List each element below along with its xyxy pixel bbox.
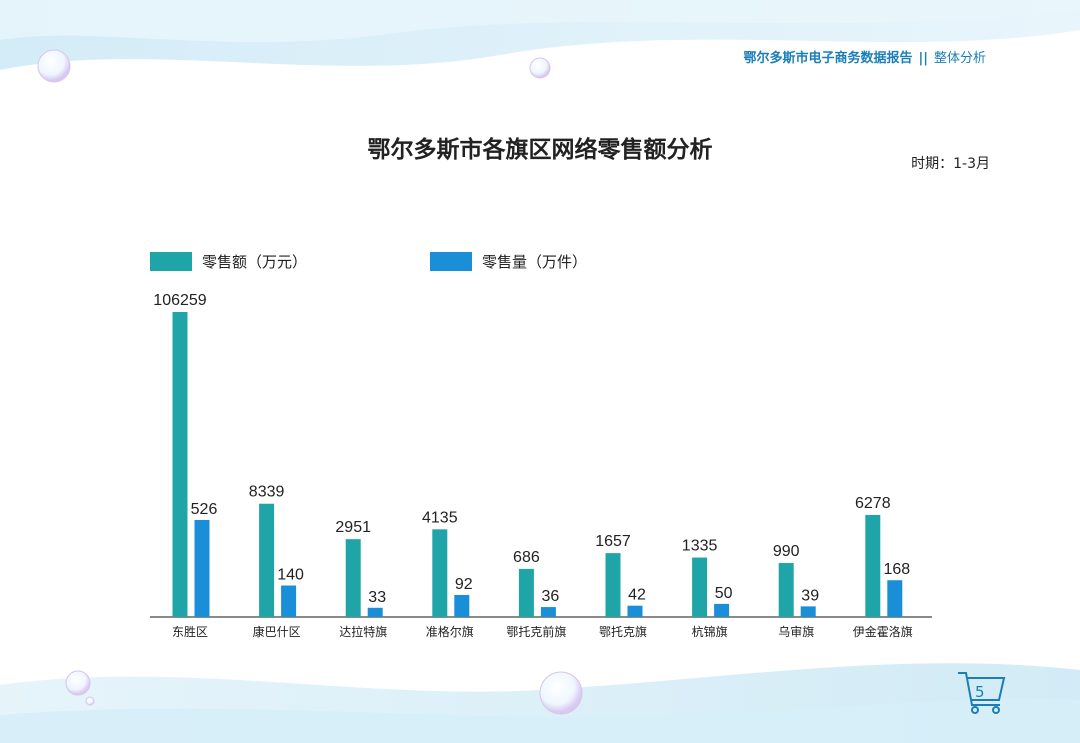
- data-label-retail-volume: 33: [368, 589, 386, 606]
- data-label-retail-volume: 36: [542, 588, 560, 605]
- bar-retail-sales: [778, 563, 794, 617]
- bar-retail-sales: [518, 568, 534, 617]
- legend-label-retail-sales: 零售额（万元）: [202, 253, 308, 271]
- bar-retail-volume: [281, 585, 297, 617]
- data-label-retail-volume: 92: [455, 576, 473, 593]
- legend-label-retail-volume: 零售量（万件）: [482, 253, 588, 271]
- bar-retail-sales: [432, 529, 448, 617]
- bar-retail-volume: [800, 606, 816, 617]
- data-label-retail-volume: 50: [715, 585, 733, 602]
- x-tick-label: 鄂托克前旗: [506, 624, 566, 639]
- legend-item-retail-sales: 零售额（万元）: [150, 251, 307, 272]
- x-tick-label: 准格尔旗: [426, 624, 474, 639]
- chart-title: 鄂尔多斯市各旗区网络零售额分析: [367, 136, 713, 163]
- x-tick-label: 东胜区: [172, 624, 208, 639]
- data-label-retail-volume: 42: [628, 587, 646, 604]
- data-label-retail-sales: 686: [513, 549, 540, 566]
- x-tick-label: 康巴什区: [253, 624, 301, 639]
- bar-retail-volume: [540, 607, 556, 617]
- data-label-retail-volume: 526: [191, 501, 218, 518]
- period-label: 时期：1-3月: [911, 156, 990, 172]
- bar-retail-volume: [367, 607, 383, 617]
- data-label-retail-sales: 2951: [335, 519, 371, 536]
- bar-retail-volume: [714, 603, 730, 617]
- data-label-retail-sales: 8339: [249, 484, 285, 501]
- data-label-retail-sales: 990: [773, 543, 800, 560]
- x-tick-label: 鄂托克旗: [599, 624, 647, 639]
- bar-retail-volume: [627, 605, 643, 617]
- x-tick-label: 杭锦旗: [692, 624, 728, 639]
- data-label-retail-sales: 4135: [422, 509, 458, 526]
- x-tick-label: 达拉特旗: [339, 624, 387, 639]
- shopping-cart-icon: [958, 672, 1006, 714]
- data-label-retail-sales: 1335: [682, 538, 718, 555]
- data-label-retail-volume: 168: [883, 561, 910, 578]
- page-number: 5: [975, 683, 985, 701]
- bubble-decoration: [37, 49, 71, 83]
- header-separator: ||: [918, 51, 928, 66]
- bar-retail-volume: [194, 520, 210, 617]
- legend-item-retail-volume: 零售量（万件）: [430, 251, 587, 272]
- bar-retail-volume: [887, 580, 903, 617]
- bubble-decoration: [65, 670, 91, 696]
- data-label-retail-sales: 6278: [855, 495, 891, 512]
- data-label-retail-volume: 140: [277, 567, 304, 584]
- x-tick-label: 乌审旗: [778, 624, 814, 639]
- bar-retail-sales: [605, 553, 621, 617]
- bar-retail-sales: [865, 514, 881, 617]
- section-name: 整体分析: [933, 51, 986, 66]
- data-label-retail-sales: 1657: [595, 533, 631, 550]
- x-tick-label: 伊金霍洛旗: [853, 624, 913, 639]
- bar-retail-volume: [454, 594, 470, 617]
- report-header: 鄂尔多斯市电子商务数据报告 || 整体分析: [743, 47, 986, 66]
- bar-retail-sales: [692, 557, 708, 617]
- bar-retail-sales: [172, 312, 188, 617]
- bar-retail-sales: [259, 503, 275, 617]
- legend-swatch-retail-sales: [150, 252, 192, 271]
- data-label-retail-volume: 39: [801, 587, 819, 604]
- data-label-retail-sales: 106259: [153, 292, 206, 309]
- legend-swatch-retail-volume: [430, 252, 472, 271]
- bar-retail-sales: [345, 539, 361, 617]
- bubble-decoration: [539, 671, 583, 715]
- bubble-decoration: [85, 696, 95, 706]
- bubble-decoration: [529, 57, 551, 79]
- report-title: 鄂尔多斯市电子商务数据报告: [743, 51, 913, 66]
